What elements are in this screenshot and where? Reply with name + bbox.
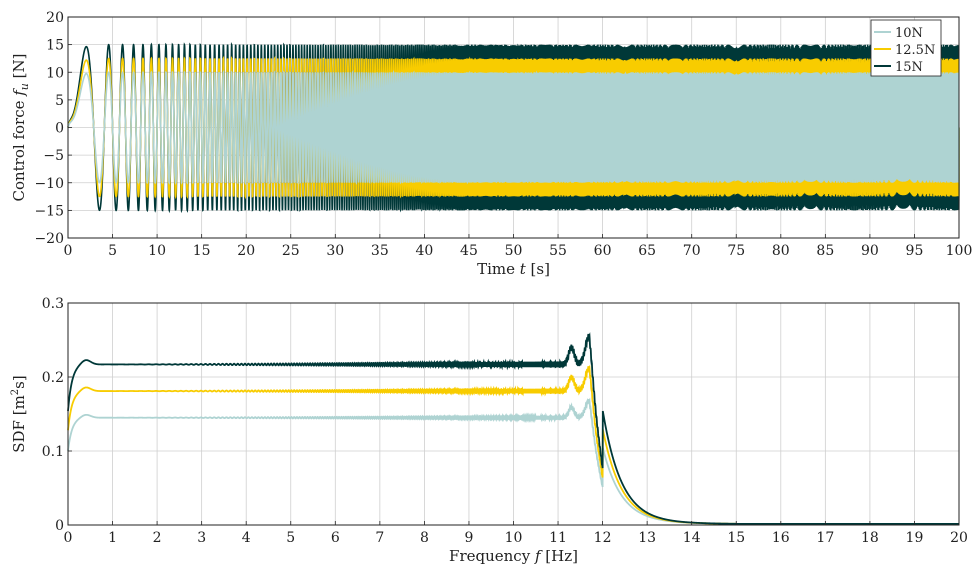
x-tick-label: 85 — [816, 243, 834, 259]
x-tick-label: 17 — [816, 530, 834, 546]
x-tick-label: 60 — [594, 243, 612, 259]
x-tick-label: 40 — [415, 243, 433, 259]
x-tick-label: 2 — [153, 530, 162, 546]
x-tick-label: 0 — [64, 530, 73, 546]
x-tick-label: 3 — [197, 530, 206, 546]
sdf-plot-series — [67, 332, 959, 525]
x-tick-label: 11 — [549, 530, 567, 546]
x-tick-label: 55 — [549, 243, 567, 259]
x-tick-label: 18 — [861, 530, 879, 546]
x-tick-label: 4 — [242, 530, 251, 546]
x-tick-label: 20 — [237, 243, 255, 259]
x-tick-label: 5 — [286, 530, 295, 546]
y-tick-label: 0 — [55, 518, 64, 534]
x-tick-label: 45 — [460, 243, 478, 259]
x-tick-label: 0 — [64, 243, 73, 259]
x-tick-label: 1 — [108, 530, 117, 546]
x-tick-label: 19 — [906, 530, 924, 546]
time-plot-series — [67, 41, 960, 214]
y-tick-label: 5 — [55, 93, 64, 109]
time-y-axis-label: Control force fu [N] — [10, 53, 31, 201]
x-tick-label: 35 — [371, 243, 389, 259]
y-tick-label: 0.2 — [42, 370, 64, 386]
x-tick-label: 20 — [950, 530, 968, 546]
x-tick-label: 8 — [420, 530, 429, 546]
x-tick-label: 9 — [464, 530, 473, 546]
sdf-series-line — [67, 332, 959, 525]
legend-entry: 15N — [895, 60, 923, 75]
x-tick-label: 16 — [772, 530, 790, 546]
x-tick-label: 75 — [727, 243, 745, 259]
sdf-x-axis-label: Frequency f [Hz] — [449, 547, 578, 565]
x-tick-label: 65 — [638, 243, 656, 259]
sdf-plot-tick-labels: 0 1 2 3 4 5 6 7 8 9 10 11 12 13 14 15 16 17 18 19 2000.10.20… — [42, 296, 968, 546]
x-tick-label: 90 — [861, 243, 879, 259]
y-tick-label: 10 — [46, 65, 64, 81]
x-tick-label: 7 — [375, 530, 384, 546]
x-tick-label: 15 — [193, 243, 211, 259]
time-history-plot: 0 5 10 15 20 25 30 35 40 45 50 55 60 65 70 75 80 85 90 95 10… — [10, 10, 972, 278]
x-tick-label: 5 — [108, 243, 117, 259]
sdf-plot-grid — [68, 303, 959, 525]
x-tick-label: 14 — [683, 530, 701, 546]
y-tick-label: −10 — [34, 176, 64, 192]
x-tick-label: 25 — [282, 243, 300, 259]
x-tick-label: 30 — [326, 243, 344, 259]
y-tick-label: −5 — [43, 148, 64, 164]
y-tick-label: −20 — [34, 231, 64, 247]
time-series-line — [67, 69, 960, 186]
x-tick-label: 70 — [683, 243, 701, 259]
x-tick-label: 12 — [594, 530, 612, 546]
legend: 10N 12.5N 15N — [870, 19, 942, 77]
y-tick-label: 0 — [55, 121, 64, 137]
x-tick-label: 80 — [772, 243, 790, 259]
x-tick-label: 10 — [148, 243, 166, 259]
sdf-plot: 0 1 2 3 4 5 6 7 8 9 10 11 12 13 14 15 16 17 18 19 2000.10.20… — [10, 296, 968, 565]
x-tick-label: 6 — [331, 530, 340, 546]
x-tick-label: 10 — [505, 530, 523, 546]
y-tick-label: 0.1 — [42, 444, 64, 460]
x-tick-label: 95 — [906, 243, 924, 259]
x-tick-label: 15 — [727, 530, 745, 546]
time-x-axis-label: Time t [s] — [477, 260, 550, 278]
x-tick-label: 100 — [946, 243, 973, 259]
sdf-y-axis-label: SDF [m2s] — [10, 375, 28, 453]
legend-entry: 10N — [895, 26, 923, 41]
y-tick-label: 15 — [46, 38, 64, 54]
x-tick-label: 13 — [638, 530, 656, 546]
y-tick-label: 20 — [46, 10, 64, 26]
x-tick-label: 50 — [505, 243, 523, 259]
y-tick-label: −15 — [34, 203, 64, 219]
legend-entry: 12.5N — [895, 43, 935, 58]
time-plot-tick-labels: 0 5 10 15 20 25 30 35 40 45 50 55 60 65 70 75 80 85 90 95 10… — [34, 10, 972, 259]
y-tick-label: 0.3 — [42, 296, 64, 312]
